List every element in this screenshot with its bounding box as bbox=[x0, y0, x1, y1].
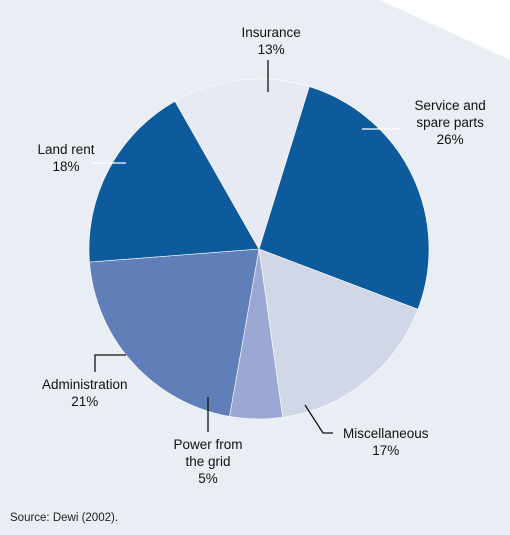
slice-label-text: Land rent bbox=[37, 142, 95, 157]
slice-label-text: Insurance bbox=[241, 25, 301, 40]
slice-label-text: Power from bbox=[173, 437, 243, 452]
slice-label-text: Administration bbox=[42, 377, 128, 392]
slice-value-label: 17% bbox=[372, 443, 400, 458]
slice-label-power-from-the-grid: Power from the grid 5% bbox=[174, 436, 243, 487]
slice-label-text: the grid bbox=[185, 454, 231, 469]
page-fold-corner bbox=[380, 0, 510, 60]
pie-slice-service-and-spare-parts bbox=[258, 86, 430, 310]
slice-label-text: Service and bbox=[414, 98, 486, 113]
slice-label-text: spare parts bbox=[416, 115, 484, 130]
slice-value-label: 5% bbox=[198, 471, 218, 486]
slice-value-label: 26% bbox=[436, 132, 464, 147]
pie-slice-land-rent bbox=[88, 100, 260, 263]
source-note: Source: Dewi (2002). bbox=[10, 512, 119, 524]
slice-label-miscellaneous: Miscellaneous 17% bbox=[343, 425, 429, 459]
slice-value-label: 21% bbox=[71, 394, 99, 409]
slice-label-text: Miscellaneous bbox=[343, 426, 429, 441]
slice-value-label: 13% bbox=[257, 42, 285, 57]
slice-label-insurance: Insurance 13% bbox=[242, 24, 301, 58]
slice-value-label: 18% bbox=[52, 159, 80, 174]
pie-slice-insurance bbox=[174, 78, 310, 250]
leader-line-administration bbox=[94, 354, 126, 372]
pie-slice-administration bbox=[89, 248, 260, 417]
leader-line-miscellaneous bbox=[304, 404, 333, 434]
slice-label-land-rent: Land rent 18% bbox=[38, 141, 95, 175]
pie-slice-miscellaneous bbox=[258, 248, 419, 418]
slice-label-administration: Administration 21% bbox=[42, 376, 128, 410]
slice-label-service-and-spare-parts: Service and spare parts 26% bbox=[415, 97, 486, 148]
